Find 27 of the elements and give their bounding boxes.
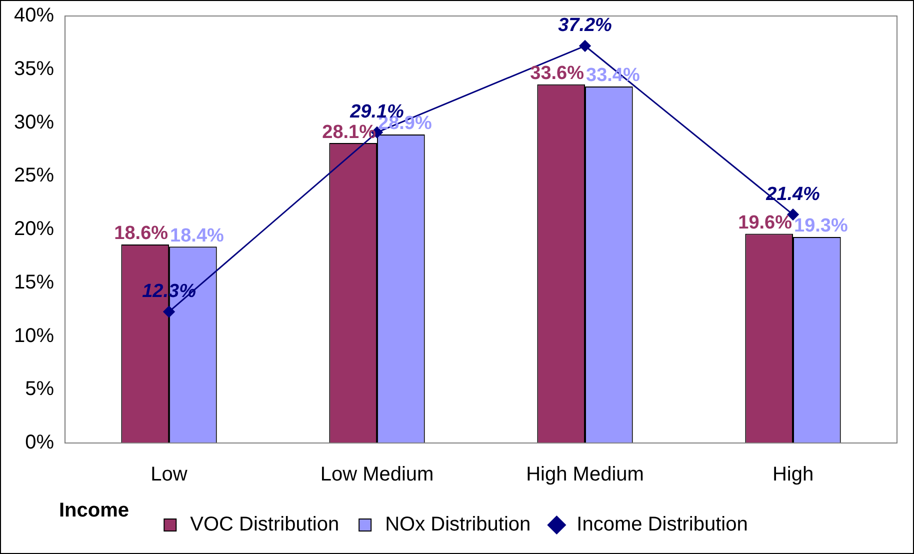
data-label: 21.4% xyxy=(765,184,820,205)
data-label: 19.3% xyxy=(794,216,848,237)
x-tick-label: High Medium xyxy=(526,464,644,486)
data-label: 12.3% xyxy=(142,280,196,302)
data-label: 18.4% xyxy=(170,225,224,246)
point xyxy=(579,40,591,52)
y-tick-label: 40% xyxy=(14,4,54,27)
y-tick-label: 35% xyxy=(14,58,54,80)
y-tick-label: 20% xyxy=(14,218,54,240)
legend-label: Income Distribution xyxy=(576,514,748,536)
x-axis-title: Income xyxy=(59,500,130,522)
y-tick-label: 30% xyxy=(14,111,54,134)
data-label: 18.6% xyxy=(114,223,168,244)
y-tick-label: 25% xyxy=(14,164,54,187)
legend-label: VOC Distribution xyxy=(190,514,340,536)
x-tick-label: High xyxy=(772,464,814,486)
data-label: 33.6% xyxy=(530,63,584,84)
legend-label: NOx Distribution xyxy=(385,514,531,536)
point xyxy=(163,306,175,318)
x-tick-label: Low xyxy=(150,464,188,486)
y-tick-label: 5% xyxy=(25,378,54,400)
y-tick-label: 15% xyxy=(14,271,54,294)
data-label: 37.2% xyxy=(558,15,612,36)
x-tick-label: Low Medium xyxy=(320,464,434,486)
y-tick-label: 10% xyxy=(14,324,54,347)
y-tick-label: 0% xyxy=(25,432,54,454)
data-label: 19.6% xyxy=(738,212,792,234)
